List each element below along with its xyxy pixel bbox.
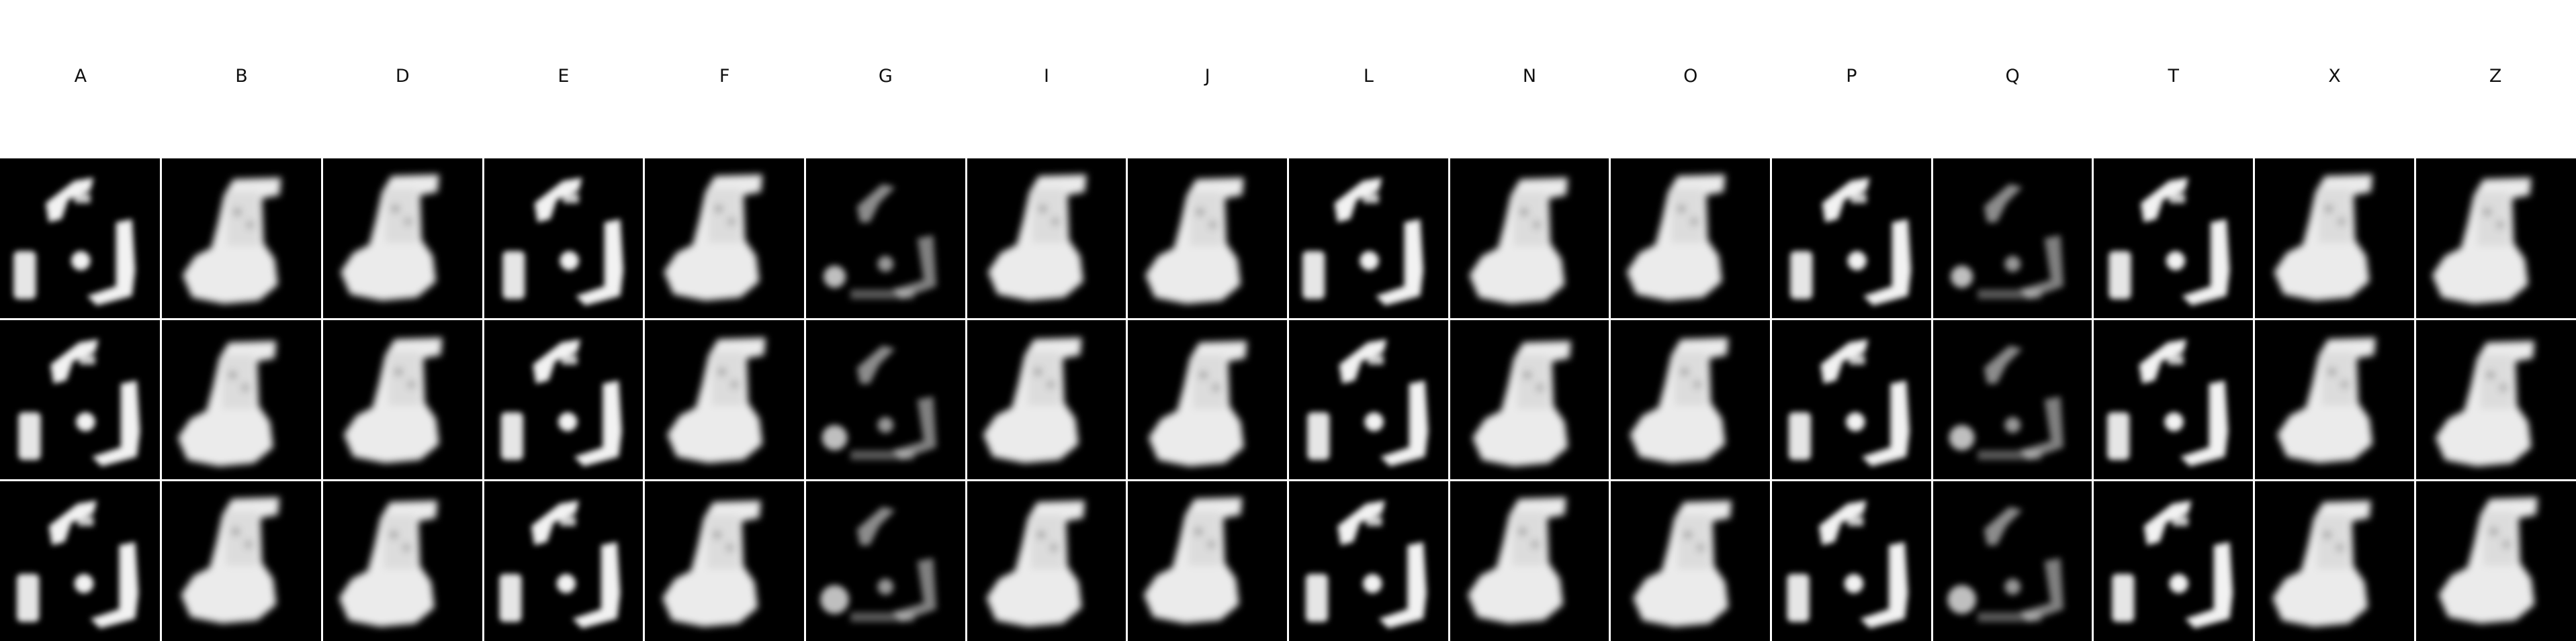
column-label-q: Q	[2005, 66, 2020, 87]
image-grid	[0, 158, 2576, 641]
sample-image-o-3	[1611, 481, 1771, 641]
sample-image-a-2	[0, 320, 161, 479]
sample-image-x-1	[2255, 158, 2414, 319]
sample-image-z-3	[2415, 481, 2576, 641]
sample-image-z-2	[2415, 320, 2576, 479]
sample-image-e-1	[484, 158, 643, 319]
column-label-o: O	[1683, 66, 1698, 87]
sample-image-n-1	[1450, 158, 1609, 319]
sample-image-d-1	[322, 158, 482, 319]
sample-image-b-3	[162, 481, 321, 641]
sample-image-g-2	[805, 320, 965, 479]
sample-image-a-3	[0, 481, 161, 641]
column-label-g: G	[878, 66, 893, 87]
column-label-l: L	[1363, 66, 1374, 87]
column-label-f: F	[719, 66, 730, 87]
column-label-a: A	[74, 66, 87, 87]
sample-image-o-2	[1611, 320, 1771, 479]
sample-image-z-1	[2415, 158, 2576, 319]
sample-image-l-1	[1289, 158, 1448, 319]
sample-image-q-2	[1933, 320, 2092, 479]
sample-image-f-1	[645, 158, 804, 319]
sample-image-d-3	[322, 481, 482, 641]
sample-image-n-2	[1450, 320, 1609, 479]
sample-image-t-1	[2094, 158, 2254, 319]
sample-image-l-2	[1289, 320, 1448, 479]
sample-image-i-1	[967, 158, 1126, 319]
sample-image-o-1	[1611, 158, 1771, 319]
sample-image-p-3	[1772, 481, 1931, 641]
sample-image-t-2	[2094, 320, 2254, 479]
sample-image-g-1	[805, 158, 965, 319]
sample-image-e-2	[484, 320, 643, 479]
sample-image-i-3	[967, 481, 1126, 641]
sample-image-p-2	[1772, 320, 1931, 479]
sample-image-l-3	[1289, 481, 1448, 641]
sample-image-j-3	[1128, 481, 1287, 641]
column-label-j: J	[1204, 66, 1210, 87]
sample-image-i-2	[967, 320, 1126, 479]
sample-image-j-1	[1128, 158, 1287, 319]
sample-image-b-1	[162, 158, 321, 319]
sample-image-b-2	[162, 320, 321, 479]
sample-image-t-3	[2094, 481, 2254, 641]
column-label-b: B	[235, 66, 248, 87]
sample-image-g-3	[805, 481, 965, 641]
column-label-e: E	[558, 66, 570, 87]
sample-image-n-3	[1450, 481, 1609, 641]
sample-image-x-3	[2255, 481, 2414, 641]
sample-image-a-1	[0, 158, 161, 319]
column-label-x: X	[2328, 66, 2341, 87]
column-label-z: Z	[2489, 66, 2502, 87]
column-label-n: N	[1522, 66, 1537, 87]
sample-image-q-3	[1933, 481, 2092, 641]
column-label-i: I	[1043, 66, 1049, 87]
sample-image-q-1	[1933, 158, 2092, 319]
sample-image-d-2	[322, 320, 482, 479]
sample-image-j-2	[1128, 320, 1287, 479]
sample-image-e-3	[484, 481, 643, 641]
column-label-d: D	[395, 66, 410, 87]
sample-image-f-2	[645, 320, 804, 479]
sample-image-p-1	[1772, 158, 1931, 319]
column-label-t: T	[2168, 66, 2180, 87]
sample-image-x-2	[2255, 320, 2414, 479]
sample-image-f-3	[645, 481, 804, 641]
column-label-p: P	[1846, 66, 1857, 87]
